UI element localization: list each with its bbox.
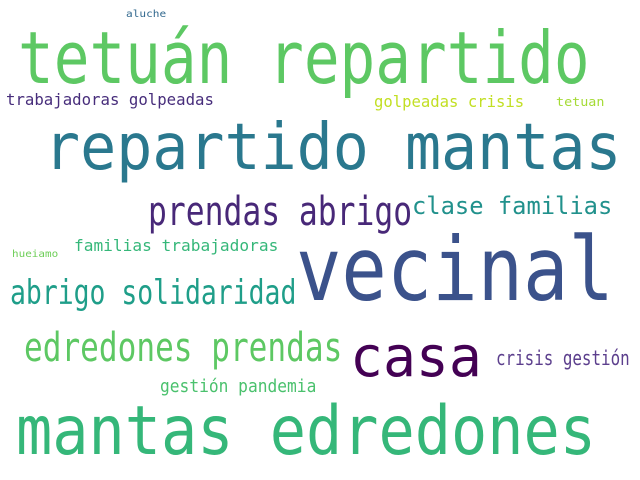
word-trabajadoras-golpeadas: trabajadoras golpeadas — [6, 90, 214, 109]
word-aluche: aluche — [126, 9, 167, 20]
word-familias-trabajadoras: familias trabajadoras — [74, 236, 279, 255]
word-gestion-pandemia: gestión pandemia — [160, 376, 317, 397]
word-repartido-mantas: repartido mantas — [44, 111, 622, 185]
word-tetuan-repartido: tetuán repartido — [18, 16, 590, 100]
word-casa: casa — [350, 325, 482, 390]
word-prendas-abrigo: prendas abrigo — [148, 189, 413, 235]
word-mantas-edredones: mantas edredones — [16, 392, 597, 471]
word-edredones-prendas: edredones prendas — [24, 325, 343, 371]
word-vecinal: vecinal — [296, 218, 614, 321]
word-clase-familias: clase familias — [412, 192, 613, 220]
word-abrigo-solidaridad: abrigo solidaridad — [10, 273, 297, 313]
word-golpeadas-crisis: golpeadas crisis — [374, 92, 525, 111]
word-hueiamo: hueiamo — [12, 249, 59, 260]
word-crisis-gestion: crisis gestión — [496, 346, 630, 370]
word-tetuan: tetuan — [556, 95, 605, 109]
